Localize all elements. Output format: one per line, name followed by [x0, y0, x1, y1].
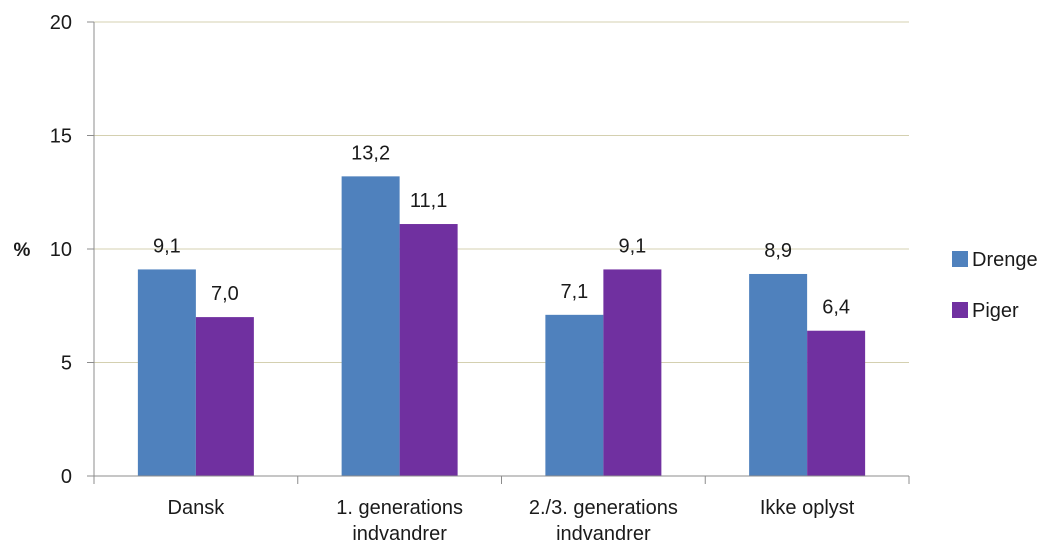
y-tick-label: 0: [61, 466, 72, 488]
bar: [341, 176, 400, 477]
data-label: 7,1: [560, 281, 588, 303]
axes: 0 5 10 15 20% Dansk 1. generations indvandrer 2.…: [14, 12, 910, 545]
x-tick-label: Ikke oplyst: [760, 497, 855, 519]
data-label: 7,0: [211, 283, 239, 305]
legend-label: Drenge: [972, 249, 1038, 271]
bar: [603, 269, 662, 476]
data-label: 9,1: [618, 235, 646, 257]
bar: [807, 330, 866, 476]
y-tick-label: 15: [50, 126, 72, 148]
data-label: 8,9: [764, 240, 792, 262]
y-tick-label: 5: [61, 353, 72, 375]
data-label: 6,4: [822, 297, 850, 319]
y-tick-label: 20: [50, 12, 72, 34]
x-tick-label: indvandrer: [556, 523, 651, 545]
legend-swatch: [952, 251, 968, 267]
x-tick-label: 1. generations: [336, 497, 463, 519]
bars: [137, 176, 866, 477]
data-labels: 9,1 7,0 13,2 11,1 7,1 9,1 8,9 6,4: [153, 142, 850, 318]
bar: [545, 314, 604, 476]
bar: [749, 273, 808, 476]
bar: [399, 224, 458, 476]
legend: Drenge Piger: [952, 249, 1038, 322]
bar: [195, 317, 254, 476]
x-tick-label: 2./3. generations: [529, 497, 678, 519]
legend-label: Piger: [972, 300, 1019, 322]
legend-swatch: [952, 302, 968, 318]
y-axis-label: %: [14, 240, 31, 261]
data-label: 9,1: [153, 235, 181, 257]
x-tick-label: indvandrer: [352, 523, 447, 545]
data-label: 11,1: [410, 190, 447, 212]
data-label: 13,2: [351, 142, 390, 164]
y-tick-label: 10: [50, 239, 72, 261]
bar: [137, 269, 196, 476]
x-tick-label: Dansk: [168, 497, 226, 519]
